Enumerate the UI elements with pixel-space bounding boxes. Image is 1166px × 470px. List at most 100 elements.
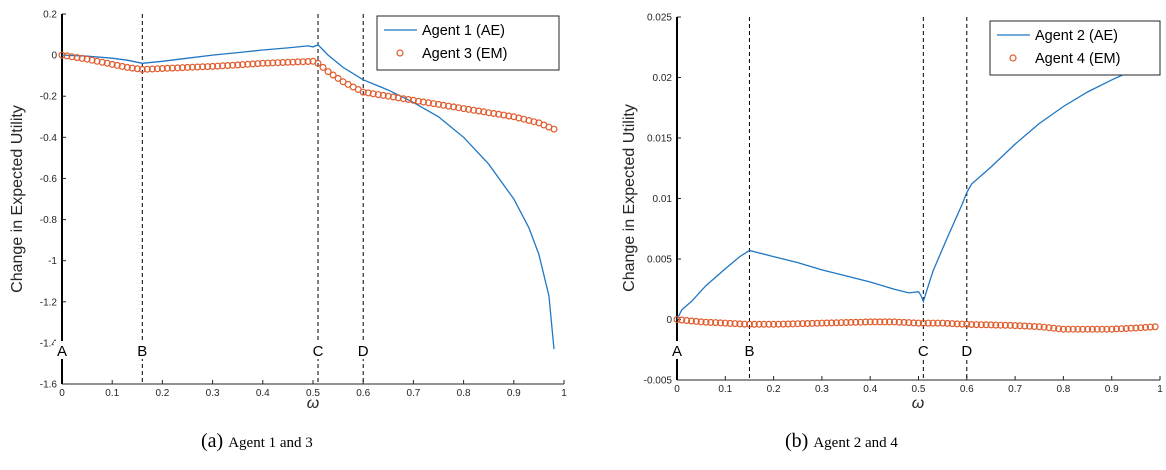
data-point bbox=[687, 317, 695, 325]
data-point bbox=[194, 63, 202, 71]
y-tick-label: -0.4 bbox=[40, 133, 58, 144]
legend-label: Agent 4 (EM) bbox=[1035, 51, 1120, 67]
chart-panel-a: 0 0.1 0.2 0.3 0.4 0.5 0.6 0.7 0.8 0.9 1 0.2 0 -0.2 -0.… bbox=[9, 10, 567, 413]
data-point bbox=[784, 320, 792, 328]
data-point bbox=[866, 318, 874, 326]
data-point bbox=[179, 64, 187, 72]
caption-b-tag: (b) bbox=[785, 430, 809, 452]
data-point bbox=[968, 321, 976, 329]
y-tick-label: 0.025 bbox=[647, 13, 672, 24]
data-point bbox=[890, 318, 898, 326]
data-point bbox=[755, 320, 763, 328]
legend-swatch-marker bbox=[1009, 54, 1017, 62]
x-tick-label: 0.1 bbox=[105, 388, 119, 399]
legend-label: Agent 2 (AE) bbox=[1035, 28, 1118, 44]
x-tick-label: 1 bbox=[561, 388, 567, 399]
data-point bbox=[495, 110, 503, 118]
chart-panel-b: 0 0.1 0.2 0.3 0.4 0.5 0.6 0.7 0.8 0.9 1 0.025 0.02 0.… bbox=[621, 13, 1163, 413]
data-point bbox=[861, 318, 869, 326]
data-point bbox=[1040, 323, 1048, 331]
data-point bbox=[409, 96, 417, 104]
data-point bbox=[885, 318, 893, 326]
data-point bbox=[204, 63, 212, 71]
y-tick-label: 0.015 bbox=[647, 134, 672, 145]
data-point bbox=[721, 319, 729, 327]
data-point bbox=[73, 54, 81, 62]
data-point bbox=[279, 58, 287, 66]
marker-label: C bbox=[313, 343, 324, 360]
data-point bbox=[900, 318, 908, 326]
y-tick-label: -1 bbox=[48, 256, 57, 267]
data-point bbox=[399, 95, 407, 103]
data-point bbox=[475, 107, 483, 115]
marker-label: C bbox=[918, 343, 929, 360]
data-point bbox=[1079, 325, 1087, 333]
data-point bbox=[234, 61, 242, 69]
data-point bbox=[774, 320, 782, 328]
legend-label: Agent 1 (AE) bbox=[422, 23, 505, 39]
data-point bbox=[972, 321, 980, 329]
data-point bbox=[707, 318, 715, 326]
marker-label: B bbox=[744, 343, 754, 360]
data-point bbox=[876, 318, 884, 326]
data-point bbox=[324, 68, 332, 76]
data-point bbox=[731, 320, 739, 328]
data-point bbox=[174, 64, 182, 72]
data-point bbox=[374, 91, 382, 99]
data-point bbox=[384, 92, 392, 100]
data-point bbox=[214, 62, 222, 70]
data-point bbox=[460, 105, 468, 113]
y-tick-label: 0.2 bbox=[43, 10, 57, 21]
data-point bbox=[148, 65, 156, 73]
charts-canvas: 0 0.1 0.2 0.3 0.4 0.5 0.6 0.7 0.8 0.9 1 0.2 0 -0.2 -0.… bbox=[9, 10, 1163, 413]
y-tick-label: 0 bbox=[51, 51, 57, 62]
series-line bbox=[61, 44, 555, 350]
data-point bbox=[1011, 322, 1019, 330]
data-point bbox=[697, 318, 705, 326]
data-point bbox=[692, 317, 700, 325]
data-point bbox=[239, 61, 247, 69]
data-point bbox=[895, 318, 903, 326]
data-point bbox=[153, 65, 161, 73]
data-point bbox=[168, 64, 176, 72]
data-point bbox=[1084, 325, 1092, 333]
data-point bbox=[997, 321, 1005, 329]
x-tick-label: 0 bbox=[674, 384, 680, 395]
data-point bbox=[977, 321, 985, 329]
data-point bbox=[249, 60, 257, 68]
data-point bbox=[98, 58, 106, 66]
data-point bbox=[359, 88, 367, 96]
data-point bbox=[58, 51, 66, 59]
data-point bbox=[163, 64, 171, 72]
data-point bbox=[430, 100, 438, 108]
data-point bbox=[1064, 325, 1072, 333]
data-point bbox=[394, 94, 402, 102]
marker-label-bg bbox=[741, 341, 758, 359]
data-point bbox=[716, 319, 724, 327]
x-axis-title: ω bbox=[912, 395, 924, 412]
data-point bbox=[254, 60, 262, 68]
marker-label-bg bbox=[915, 341, 932, 359]
data-point bbox=[828, 319, 836, 327]
caption-b-text: Agent 2 and 4 bbox=[813, 435, 898, 451]
data-point bbox=[1021, 322, 1029, 330]
data-point bbox=[803, 320, 811, 328]
data-point bbox=[794, 320, 802, 328]
data-point bbox=[726, 319, 734, 327]
marker-label-bg bbox=[958, 341, 975, 359]
data-point bbox=[294, 58, 302, 66]
x-tick-label: 0.6 bbox=[356, 388, 370, 399]
data-point bbox=[68, 53, 76, 61]
marker-label-bg bbox=[134, 341, 151, 359]
data-point bbox=[678, 316, 686, 324]
data-point bbox=[919, 319, 927, 327]
data-point bbox=[1050, 324, 1058, 332]
data-point bbox=[741, 320, 749, 328]
data-point bbox=[1026, 322, 1034, 330]
data-point bbox=[269, 59, 277, 67]
y-tick-label: -1.6 bbox=[40, 380, 58, 391]
y-tick-label: -0.8 bbox=[40, 215, 58, 226]
x-tick-label: 0.5 bbox=[306, 388, 320, 399]
series-markers bbox=[673, 316, 1159, 333]
y-axis-title: Change in Expected Utility bbox=[621, 104, 638, 292]
